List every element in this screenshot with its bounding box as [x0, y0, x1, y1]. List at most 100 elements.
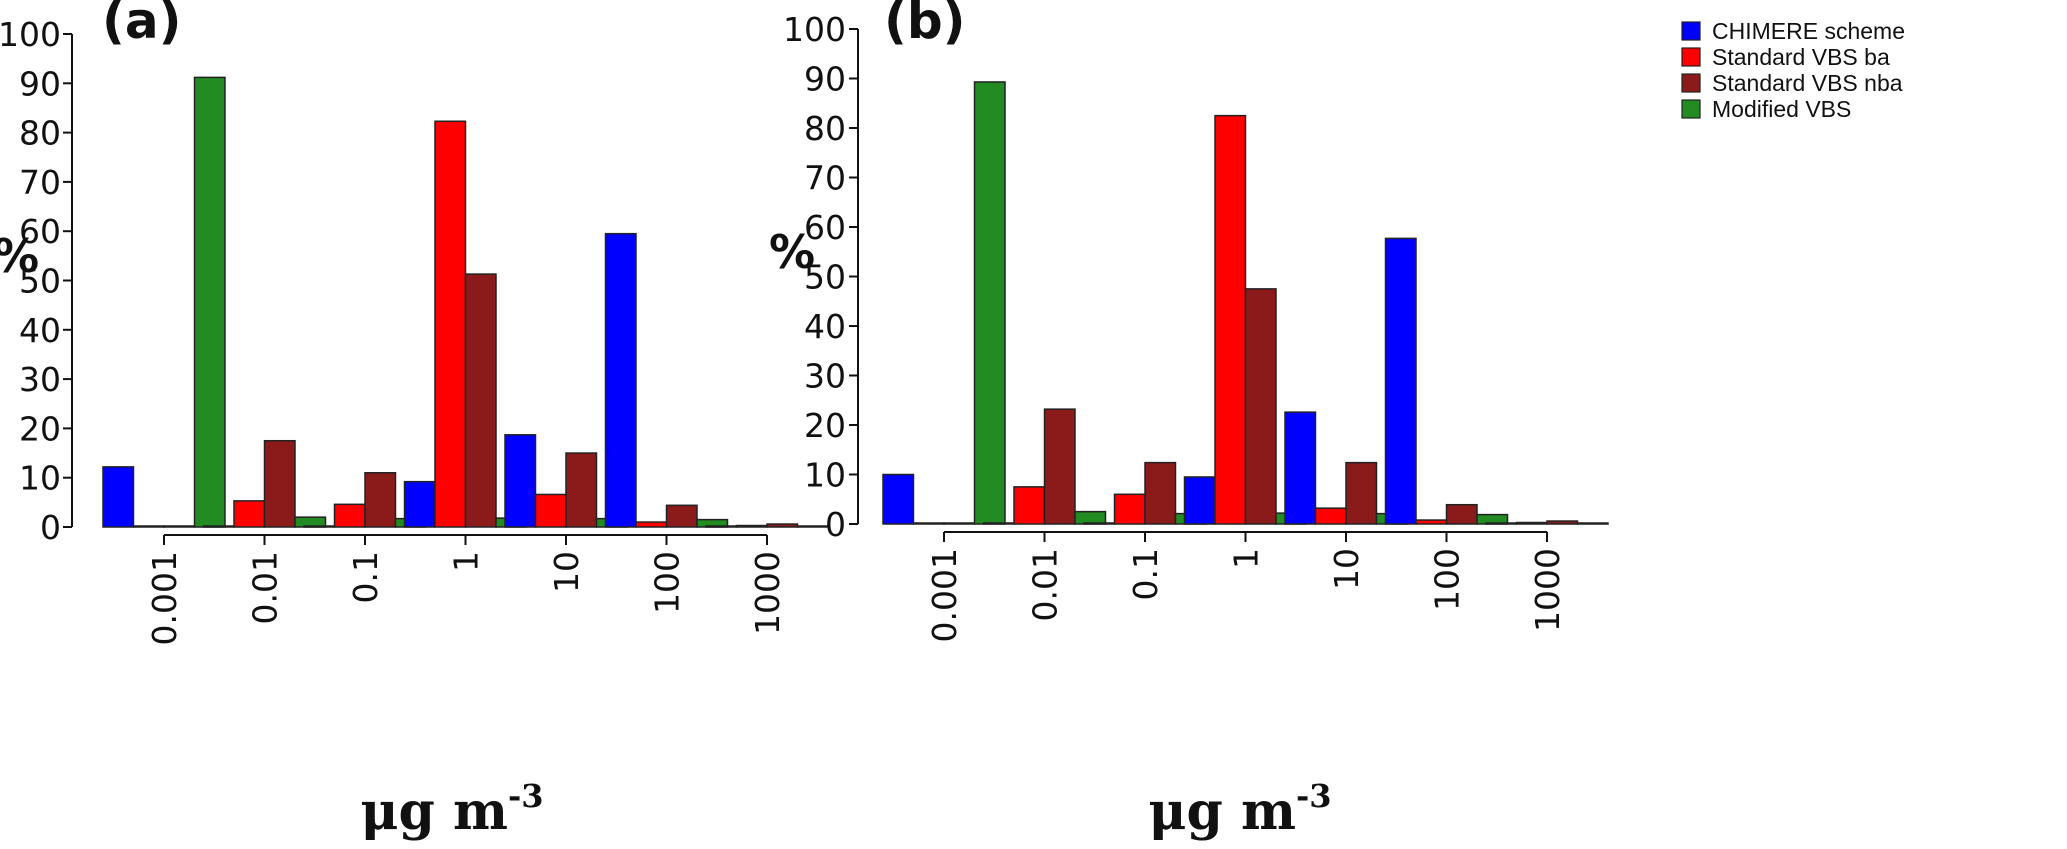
x-tick-label: 0.001	[925, 548, 964, 642]
bar-standard-vbs-nba-0_001	[943, 522, 976, 525]
y-tick-label: 90	[19, 64, 61, 103]
bar-standard-vbs-nba-100	[1445, 503, 1478, 525]
x-tick-label: 0.001	[145, 551, 184, 645]
bar-standard-vbs-ba-0_01	[1013, 486, 1046, 525]
legend-label: Standard VBS nba	[1712, 70, 1903, 96]
bar-chimere-scheme-10	[504, 434, 537, 528]
bar-standard-vbs-nba-0_001	[163, 525, 196, 528]
x-tick-label: 1	[1227, 548, 1266, 569]
bar-chimere-scheme-1	[403, 480, 436, 528]
bar-chimere-scheme-0_1	[1083, 522, 1116, 525]
bar-chimere-scheme-10	[1284, 411, 1317, 525]
bar-chimere-scheme-0_001	[102, 466, 135, 528]
panel-letter: (b)	[884, 0, 966, 50]
y-tick-label: 30	[19, 360, 61, 399]
x-tick-label: 1	[447, 551, 486, 572]
y-tick-label: 10	[19, 459, 61, 498]
legend-label: CHIMERE scheme	[1712, 18, 1905, 44]
bar-standard-vbs-ba-10	[534, 493, 567, 528]
bar-standard-vbs-nba-0_01	[263, 439, 296, 528]
y-tick-label: 60	[19, 212, 61, 251]
bar-modified-vbs-1000	[1576, 522, 1609, 525]
y-tick-label: 50	[804, 258, 846, 297]
bar-standard-vbs-nba-0_1	[1144, 461, 1177, 525]
y-axis-label: %	[769, 225, 815, 279]
bar-standard-vbs-ba-0_01	[233, 500, 266, 528]
x-tick-label: 0.01	[1026, 548, 1065, 621]
bar-modified-vbs-0_001	[193, 76, 226, 528]
bar-standard-vbs-ba-1000	[1515, 521, 1548, 525]
y-axis-label: %	[0, 229, 39, 283]
x-axis-label: μg m-3	[1148, 777, 1331, 842]
x-tick-label: 100	[1428, 548, 1467, 611]
bar-standard-vbs-nba-0_1	[364, 472, 397, 528]
x-axis-label-text: μg m	[1148, 781, 1296, 842]
bar-standard-vbs-ba-0_001	[132, 525, 165, 528]
bar-standard-vbs-ba-100	[1415, 519, 1448, 525]
bar-modified-vbs-0_01	[1074, 510, 1107, 525]
bar-chimere-scheme-0_01	[202, 525, 235, 528]
panel-b-chart: (b) 0 10 20 30 40 50 60 70 80 90 100% 0.001 0.01 0.1 1 1…	[769, 0, 1905, 842]
panel-letter: (a)	[102, 0, 181, 50]
y-tick-label: 20	[804, 406, 846, 445]
y-tick-label: 40	[804, 307, 846, 346]
bar-standard-vbs-nba-0_01	[1043, 408, 1076, 525]
y-tick-label: 70	[804, 159, 846, 198]
bar-standard-vbs-ba-0_1	[333, 503, 366, 528]
bar-standard-vbs-ba-1	[434, 120, 467, 528]
y-tick-label: 80	[19, 114, 61, 153]
bar-standard-vbs-nba-10	[1345, 461, 1378, 525]
bar-modified-vbs-0_001	[973, 81, 1006, 525]
bar-standard-vbs-nba-10	[565, 452, 598, 528]
panel-a-chart: (a) 0 10 20 30 40 50 60 70 80 90 100% 0.001 0.01 0.1 1 1…	[0, 0, 829, 842]
y-tick-label: 0	[825, 505, 846, 544]
x-tick-label: 1000	[1528, 548, 1567, 632]
y-tick-label: 20	[19, 409, 61, 448]
y-tick-label: 60	[804, 208, 846, 247]
legend-label: Modified VBS	[1712, 96, 1851, 122]
x-tick-label: 1000	[748, 551, 787, 635]
y-tick-label: 40	[19, 311, 61, 350]
y-tick-label: 50	[19, 262, 61, 301]
bar-chimere-scheme-100	[1384, 237, 1417, 525]
bar-chimere-scheme-1000	[705, 525, 738, 528]
bar-chimere-scheme-0_01	[982, 522, 1015, 525]
y-tick-label: 30	[804, 357, 846, 396]
y-tick-label: 80	[804, 109, 846, 148]
bar-standard-vbs-nba-1	[1244, 288, 1277, 525]
bar-standard-vbs-nba-1	[464, 273, 497, 528]
bar-standard-vbs-nba-100	[665, 504, 698, 528]
x-tick-label: 0.1	[1126, 548, 1165, 600]
x-tick-label: 0.01	[246, 551, 285, 624]
legend-label: Standard VBS ba	[1712, 44, 1890, 70]
legend-swatch-standard-vbs-nba	[1681, 73, 1701, 93]
bar-chimere-scheme-100	[604, 232, 637, 528]
bar-standard-vbs-ba-0_001	[912, 522, 945, 525]
bar-chimere-scheme-0_1	[303, 525, 336, 528]
bar-standard-vbs-ba-1	[1214, 114, 1247, 525]
x-axis-label-superscript: -3	[1296, 777, 1332, 815]
bar-chimere-scheme-1	[1183, 476, 1216, 525]
legend-swatch-modified-vbs	[1681, 99, 1701, 119]
legend-swatch-standard-vbs-ba	[1681, 47, 1701, 67]
bar-standard-vbs-nba-1000	[766, 523, 799, 528]
bar-standard-vbs-ba-0_1	[1113, 493, 1146, 525]
x-tick-label: 10	[547, 551, 586, 593]
y-tick-label: 10	[804, 456, 846, 495]
bar-standard-vbs-ba-1000	[735, 524, 768, 528]
legend-swatch-chimere-scheme	[1681, 21, 1701, 41]
y-tick-label: 90	[804, 60, 846, 99]
y-tick-label: 0	[40, 508, 61, 547]
x-tick-label: 10	[1327, 548, 1366, 590]
bar-standard-vbs-ba-10	[1314, 507, 1347, 525]
y-tick-label: 70	[19, 163, 61, 202]
bar-chimere-scheme-0_001	[882, 473, 915, 525]
bar-modified-vbs-1000	[796, 525, 829, 528]
y-tick-label: 100	[0, 15, 61, 54]
x-tick-label: 0.1	[346, 551, 385, 603]
x-axis-label: μg m-3	[360, 777, 543, 842]
x-axis-label-text: μg m	[360, 781, 508, 842]
bar-standard-vbs-ba-100	[635, 521, 668, 528]
